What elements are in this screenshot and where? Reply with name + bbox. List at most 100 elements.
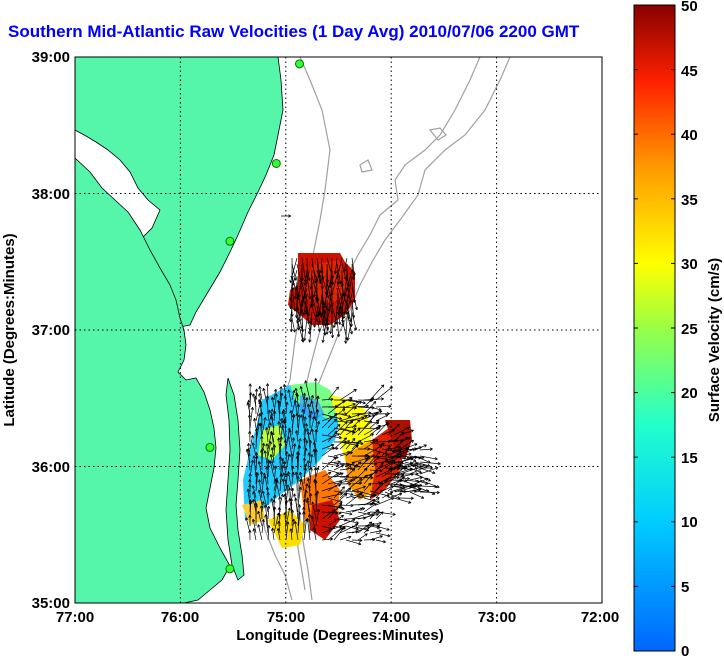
- grid-lines: [75, 57, 602, 603]
- velocity-arrow: [295, 413, 299, 429]
- velocity-arrow: [321, 397, 334, 402]
- velocity-arrow: [314, 429, 318, 443]
- colorbar-gradient: [633, 4, 676, 652]
- velocity-arrow: [251, 485, 257, 499]
- velocity-arrow: [351, 287, 359, 311]
- station-marker: [205, 442, 215, 452]
- velocity-arrow: [297, 504, 301, 527]
- velocity-arrow: [345, 539, 362, 546]
- velocity-arrow: [329, 317, 333, 334]
- colorbar-tick-label: 10: [681, 514, 698, 531]
- velocity-arrow: [321, 471, 332, 478]
- velocity-arrow: [258, 393, 263, 408]
- velocity-arrow: [303, 439, 309, 457]
- velocity-arrow: [306, 460, 311, 478]
- velocity-arrow: [308, 439, 312, 457]
- velocity-arrow: [333, 257, 338, 275]
- velocity-arrow: [257, 510, 263, 527]
- velocity-arrow: [330, 275, 338, 296]
- velocity-arrow: [302, 498, 307, 513]
- velocity-arrow: [409, 491, 425, 499]
- velocity-arrow: [321, 305, 328, 325]
- velocity-arrow: [369, 455, 389, 461]
- velocity-arrow: [357, 521, 373, 534]
- velocity-arrow: [303, 437, 307, 450]
- velocity-arrow: [265, 427, 269, 443]
- velocity-arrow: [272, 444, 277, 457]
- station-marker: [271, 158, 281, 168]
- velocity-arrow: [264, 514, 269, 534]
- velocity-arrow: [339, 440, 350, 450]
- velocity-arrow: [345, 269, 353, 291]
- velocity-arrow: [363, 397, 384, 401]
- velocity-arrow: [272, 499, 276, 520]
- velocity-arrow: [263, 450, 269, 471]
- velocity-arrow: [266, 491, 270, 506]
- velocity-arrow: [339, 511, 353, 516]
- velocity-arrow: [273, 393, 278, 415]
- velocity-arrow: [419, 467, 436, 475]
- velocity-arrow: [248, 484, 252, 499]
- velocity-arrow: [419, 490, 440, 495]
- velocity-arrow: [279, 473, 284, 492]
- velocity-arrow: [327, 455, 339, 459]
- velocity-arrow: [303, 467, 308, 485]
- velocity-arrow: [285, 453, 291, 471]
- velocity-arrow: [399, 429, 414, 436]
- velocity-arrow: [252, 528, 257, 541]
- velocity-arrow: [345, 525, 359, 531]
- velocity-arrow: [315, 508, 321, 527]
- velocity-arrow: [321, 413, 343, 420]
- velocity-arrow: [327, 386, 339, 401]
- colorbar-label: Surface Velocity (cm/s): [706, 258, 723, 422]
- velocity-arrow: [299, 287, 308, 312]
- velocity-arrow: [321, 317, 328, 343]
- velocity-arrow: [308, 317, 313, 343]
- velocity-arrow: [267, 441, 272, 457]
- velocity-arrow: [308, 414, 312, 429]
- velocity-arrow: [333, 493, 348, 506]
- velocity-arrow: [384, 491, 401, 500]
- velocity-arrow: [419, 455, 438, 461]
- velocity-arrow: [276, 527, 281, 541]
- velocity-arrow: [290, 509, 295, 527]
- velocity-arrow: [363, 522, 375, 534]
- velocity-arrow: [363, 497, 380, 504]
- velocity-arrow: [339, 523, 359, 534]
- velocity-arrow: [389, 473, 405, 477]
- velocity-arrow: [345, 293, 353, 315]
- x-tick-label: 76:00: [161, 609, 199, 626]
- velocity-arrow: [387, 445, 401, 450]
- velocity-arrow: [375, 511, 396, 516]
- plot-border: [74, 56, 603, 604]
- velocity-arrow: [291, 269, 298, 286]
- velocity-arrow: [351, 485, 366, 492]
- velocity-arrow: [291, 413, 296, 436]
- velocity-arrow: [357, 533, 368, 541]
- velocity-arrow: [265, 443, 269, 464]
- velocity-arrow: [309, 454, 314, 471]
- velocity-arrow: [327, 460, 341, 464]
- velocity-arrow: [257, 524, 263, 541]
- velocity-arrow: [310, 515, 317, 534]
- velocity-arrow: [279, 493, 284, 506]
- velocity-arrow: [287, 471, 293, 492]
- velocity-arrow: [277, 520, 281, 534]
- velocity-arrow: [330, 311, 335, 339]
- velocity-arrow: [325, 275, 333, 297]
- velocity-arrow: [339, 482, 352, 486]
- velocity-arrow: [369, 441, 392, 448]
- velocity-arrow: [279, 418, 284, 429]
- velocity-arrow: [315, 420, 321, 436]
- velocity-arrow: [252, 499, 257, 513]
- velocity-arrow: [248, 529, 252, 541]
- velocity-arrow: [261, 501, 265, 513]
- velocity-arrow: [249, 434, 254, 450]
- velocity-arrow: [262, 387, 269, 408]
- velocity-arrow: [270, 447, 275, 464]
- velocity-arrow: [273, 506, 277, 527]
- velocity-arrow: [302, 293, 308, 316]
- velocity-arrow: [327, 514, 344, 527]
- velocity-arrow: [399, 439, 415, 450]
- velocity-arrow: [287, 389, 293, 408]
